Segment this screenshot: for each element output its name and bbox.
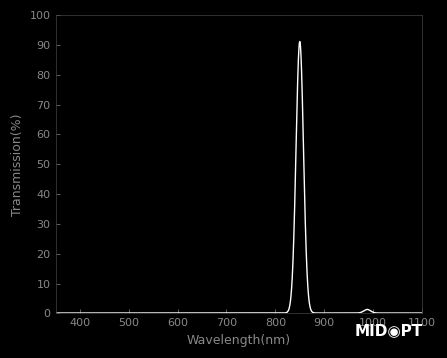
Y-axis label: Transmission(%): Transmission(%)	[11, 113, 24, 216]
X-axis label: Wavelength(nm): Wavelength(nm)	[187, 334, 291, 347]
Text: MID◉PT: MID◉PT	[354, 323, 422, 338]
